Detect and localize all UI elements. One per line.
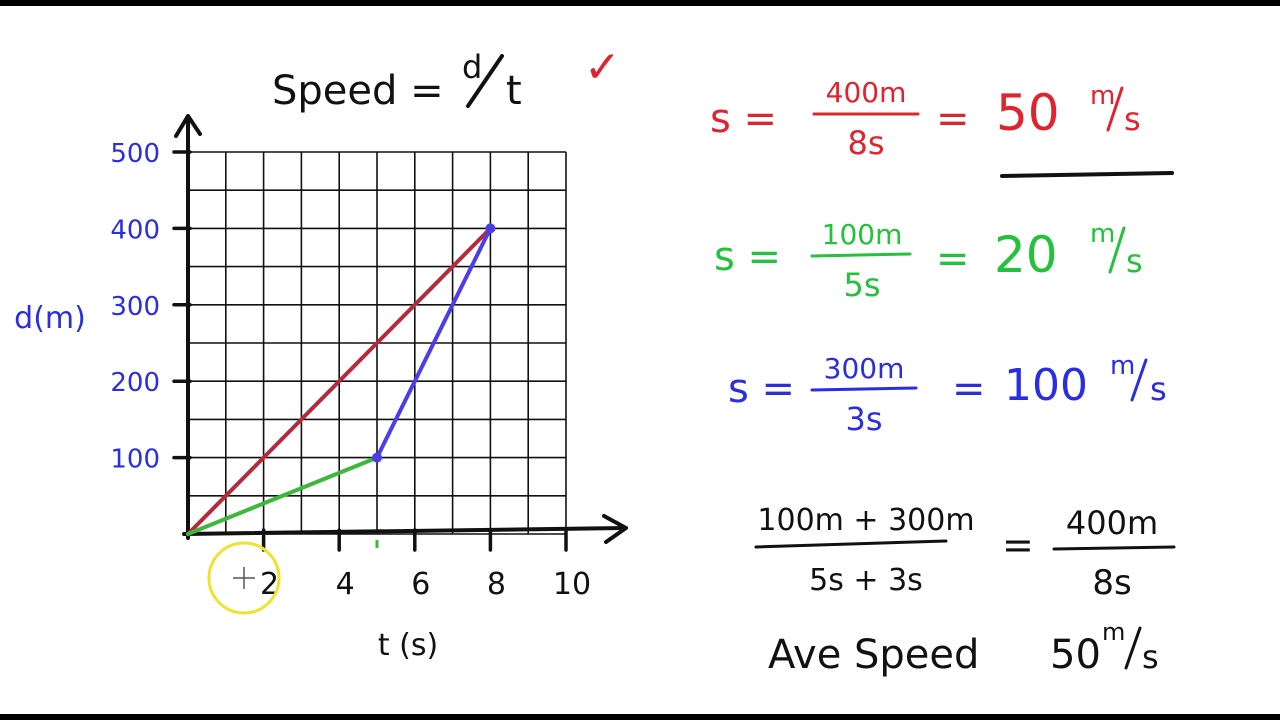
equation-red: s = 400m 8s = 50 m s <box>710 76 1141 162</box>
avg-result-unit-num: m <box>1102 618 1125 646</box>
avg-left-fraction-bar <box>754 539 948 549</box>
eq-blue-denominator: 3s <box>845 400 882 438</box>
chart-grid <box>187 151 567 535</box>
data-point-marker <box>485 223 496 234</box>
x-tick-label: 10 <box>553 567 591 602</box>
avg-right-fraction-bar <box>1052 545 1176 551</box>
underline-mark <box>1000 171 1174 178</box>
eq-green-denominator: 5s <box>843 266 880 304</box>
series-line-red <box>186 226 493 536</box>
y-tick-label: 300 <box>110 292 160 322</box>
bottom-border <box>0 714 1280 720</box>
formula-denominator: t <box>506 68 522 114</box>
avg-result-unit-slash <box>1124 626 1142 670</box>
x-axis-line <box>182 526 626 536</box>
avg-left-denominator: 5s + 3s <box>809 563 923 598</box>
eq-blue-unit-den: s <box>1150 370 1167 408</box>
eq-green-unit-num: m <box>1090 219 1115 249</box>
eq-blue-numerator: 300m <box>824 352 905 385</box>
eq-green-unit-slash <box>1108 226 1126 274</box>
eq-red-unit-den: s <box>1124 100 1141 138</box>
speed-formula: Speed = d t ✓ <box>272 42 621 114</box>
eq-blue-value: 100 <box>1004 360 1088 411</box>
formula-numerator: d <box>462 48 482 86</box>
chart-series <box>186 226 493 536</box>
eq-blue-fraction-bar <box>810 386 918 392</box>
x-tick-label: 2 <box>260 567 279 602</box>
eq-blue-unit-num: m <box>1110 351 1135 381</box>
eq-red-denominator: 8s <box>847 124 884 162</box>
eq-blue-equals: = <box>952 366 986 412</box>
eq-blue-lhs: s = <box>728 366 795 412</box>
data-point-marker <box>372 452 382 463</box>
y-tick-label: 100 <box>110 445 160 475</box>
cursor-ring <box>207 541 281 615</box>
x-tick-label: 4 <box>336 567 355 602</box>
equation-green: s = 100m 5s = 20 m s <box>714 218 1143 304</box>
series-line-blue <box>375 226 493 460</box>
eq-red-equals: = <box>936 96 970 142</box>
eq-green-value: 20 <box>994 226 1058 284</box>
eq-green-lhs: s = <box>714 234 781 280</box>
formula-text: Speed = <box>272 68 444 114</box>
avg-left-numerator: 100m + 300m <box>757 503 974 538</box>
cursor-highlight <box>207 541 281 615</box>
y-tick-label: 400 <box>110 215 160 245</box>
eq-red-numerator: 400m <box>826 76 907 109</box>
distance-time-chart: 2 4 6 8 10 100 200 300 400 500 t (s) d(m) <box>14 114 628 663</box>
eq-red-value: 50 <box>996 84 1060 142</box>
average-speed-calc: 100m + 300m 5s + 3s = 400m 8s Ave Speed … <box>754 503 1176 678</box>
eq-green-unit-den: s <box>1126 242 1143 280</box>
eq-blue-unit-slash <box>1130 358 1148 402</box>
avg-right-numerator: 400m <box>1066 504 1158 542</box>
eq-green-fraction-bar <box>810 252 912 258</box>
series-line-green <box>186 455 379 536</box>
avg-result-label: Ave Speed <box>768 632 979 678</box>
chart-markers <box>372 223 496 463</box>
y-axis-label: d(m) <box>14 301 86 336</box>
y-tick-label: 500 <box>110 139 160 169</box>
top-border <box>0 0 1280 6</box>
y-axis-arrow <box>174 114 202 138</box>
x-tick-label: 6 <box>411 567 430 602</box>
avg-result-value: 50 <box>1050 632 1101 678</box>
eq-green-numerator: 100m <box>822 218 903 251</box>
y-tick-label: 200 <box>110 368 160 398</box>
eq-red-unit-slash <box>1106 86 1124 132</box>
avg-right-denominator: 8s <box>1092 563 1131 603</box>
x-axis-label: t (s) <box>378 628 438 663</box>
chart-axes <box>174 114 628 544</box>
formula-slash <box>466 54 504 108</box>
avg-result-unit-den: s <box>1142 638 1159 676</box>
eq-red-unit-num: m <box>1090 81 1115 111</box>
eq-red-lhs: s = <box>710 96 777 142</box>
check-mark: ✓ <box>584 42 621 93</box>
avg-equals: = <box>1002 523 1034 567</box>
x-axis-arrow <box>602 514 628 544</box>
x-tick-label: 8 <box>487 567 506 602</box>
eq-green-equals: = <box>936 236 970 282</box>
equation-blue: s = 300m 3s = 100 m s <box>728 351 1167 438</box>
